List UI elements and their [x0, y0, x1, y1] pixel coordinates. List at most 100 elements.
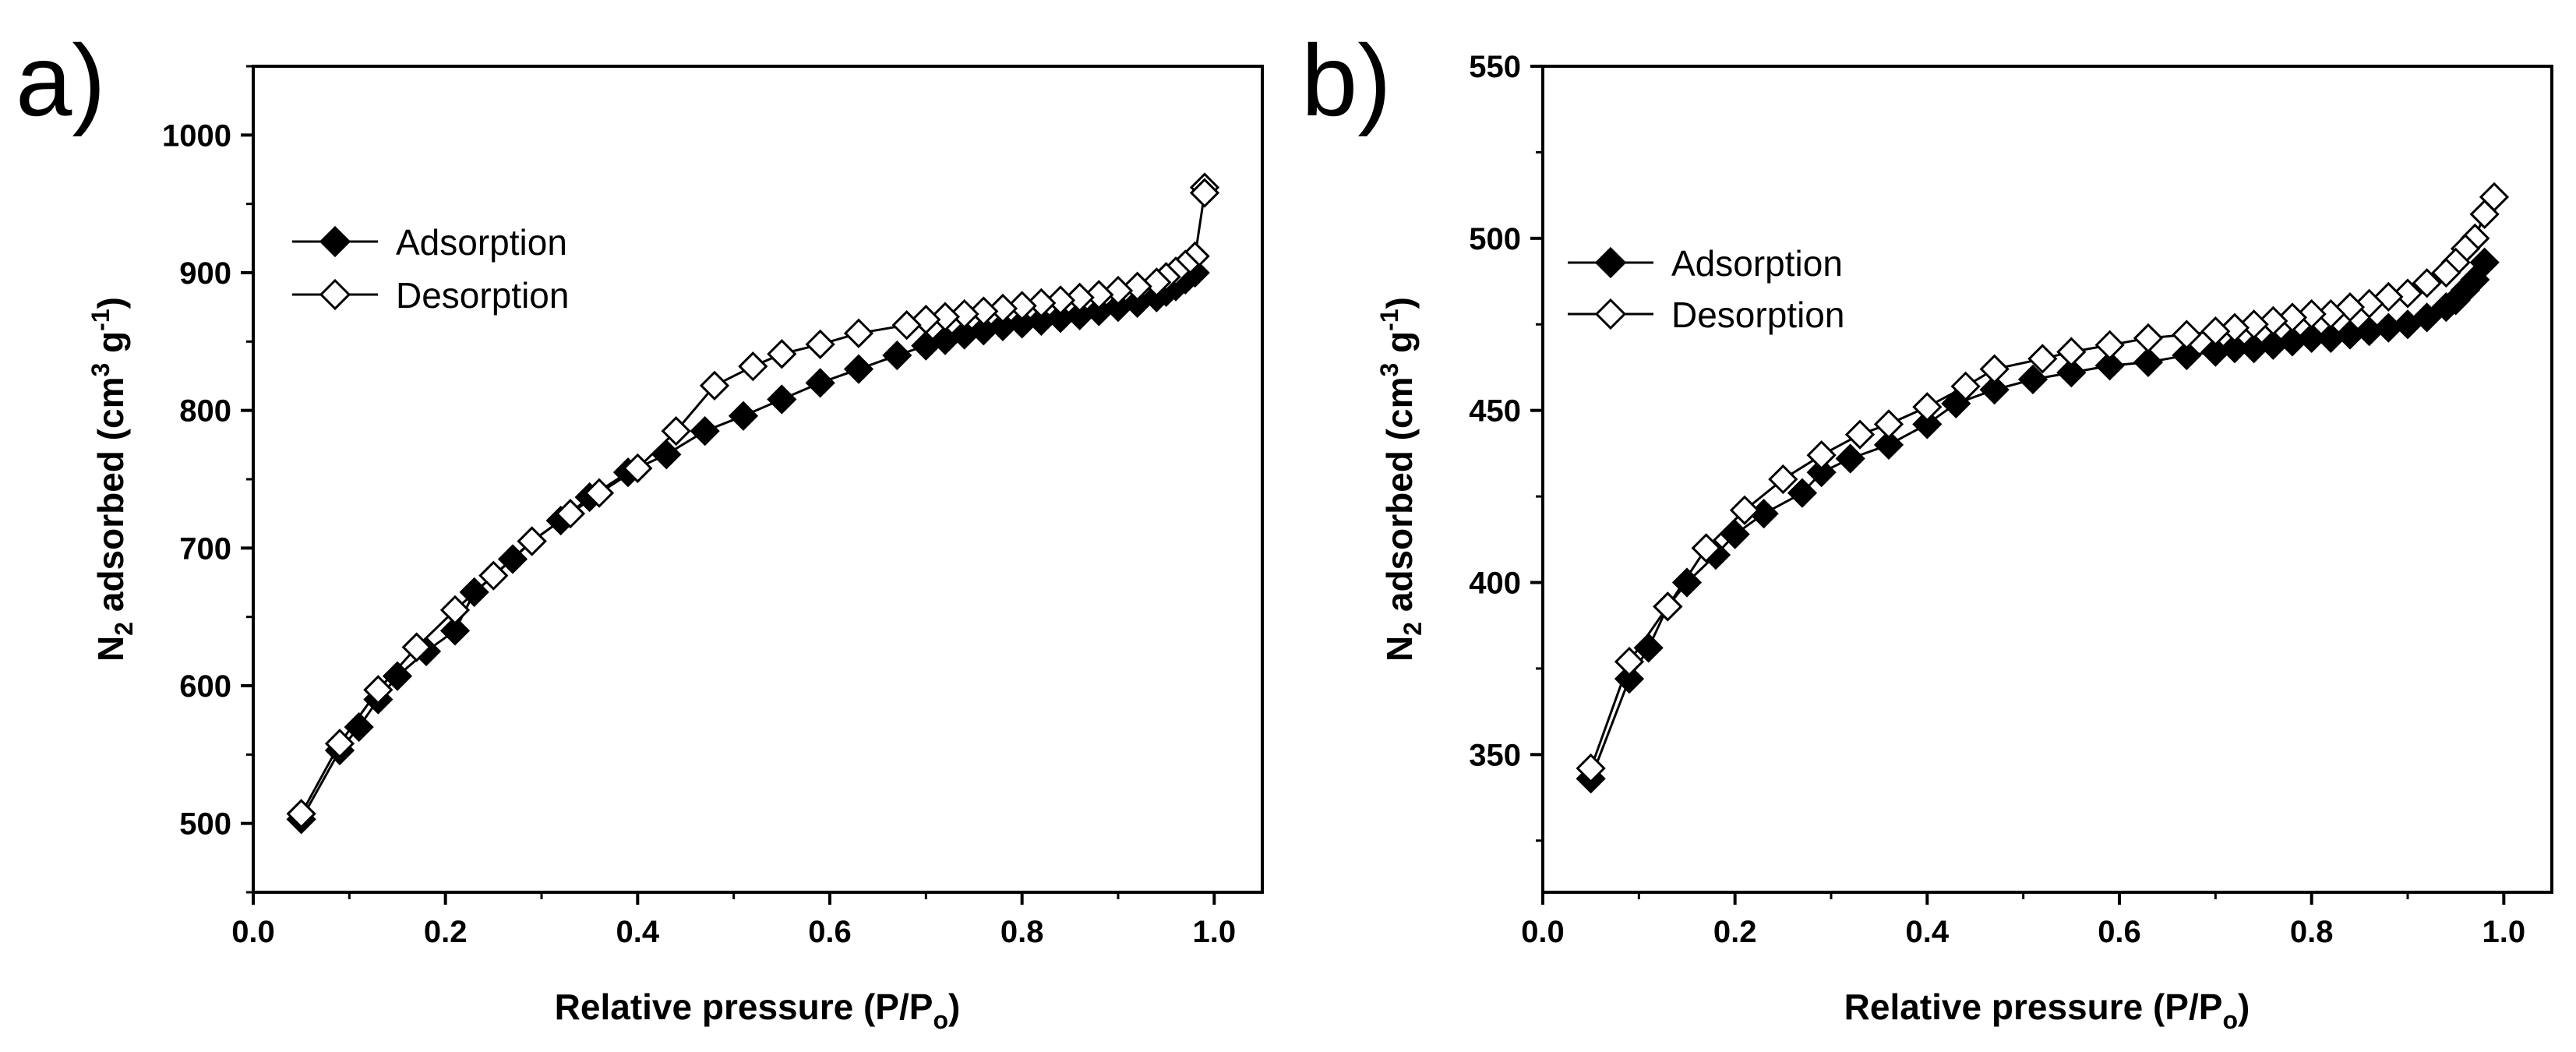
point-adsorption-a-16	[767, 384, 797, 415]
y-tick-label-a-1: 600	[179, 669, 231, 704]
x-tick-label-b-3: 0.6	[2098, 915, 2141, 949]
x-axis-title-b: Relative pressure (P/Po)	[1844, 987, 2250, 1034]
y-tick-label-a-4: 900	[179, 256, 231, 291]
point-adsorption-b-10	[1835, 443, 1865, 474]
point-adsorption-a-18	[843, 354, 874, 384]
y-axis-title-sub-b: 2	[1399, 622, 1427, 636]
x-tick-label-a-4: 0.8	[1000, 915, 1044, 949]
x-axis-title-end-a: )	[948, 987, 960, 1027]
point-desorption-a-25	[661, 416, 691, 447]
panel-b: b) 0.0 0.2 0.4 0.6 0.8 1.0 350 400 450 500 550 Re…	[1301, 23, 2553, 1034]
point-desorption-a-6	[1142, 267, 1172, 298]
y-tick-label-b-1: 400	[1469, 567, 1521, 601]
legend-label-adsorption-b: Adsorption	[1671, 243, 1843, 284]
point-adsorption-a-19	[882, 340, 912, 371]
point-desorption-b-5	[2431, 257, 2461, 288]
point-adsorption-a-8	[497, 544, 528, 574]
point-desorption-b-32	[1653, 591, 1683, 622]
point-adsorption-a-13	[651, 440, 682, 470]
point-desorption-b-19	[2133, 323, 2164, 354]
legend-marker-adsorption-b	[1594, 246, 1627, 279]
point-desorption-b-21	[2056, 337, 2087, 367]
point-desorption-a-21	[805, 329, 835, 359]
y-axis-title-end-a: )	[90, 297, 131, 309]
legend-b: Adsorption Desorption	[1568, 243, 1844, 335]
panel-label-b: b)	[1301, 23, 1392, 137]
point-adsorption-a-2	[344, 711, 374, 743]
point-desorption-a-13	[1007, 291, 1037, 321]
point-desorption-a-34	[324, 729, 355, 759]
point-adsorption-b-8	[1787, 478, 1818, 508]
point-desorption-a-20	[843, 318, 874, 348]
point-adsorption-a-7	[459, 577, 489, 607]
point-desorption-a-30	[478, 560, 509, 591]
point-desorption-b-34	[1576, 753, 1606, 784]
point-desorption-b-23	[1979, 354, 2010, 384]
point-desorption-a-19	[891, 310, 922, 341]
y-tick-label-b-3: 500	[1469, 222, 1521, 256]
point-adsorption-b-15	[2017, 364, 2048, 395]
x-axis-title-end-b: )	[2238, 987, 2250, 1027]
panel-a: a) 0.0 0.2 0.4 0.6 0.8 1.0 500 600 700 800 900 100…	[16, 23, 1264, 1034]
point-adsorption-b-1	[1614, 664, 1645, 694]
y-tick-label-b-2: 450	[1469, 394, 1521, 429]
point-desorption-b-18	[2172, 319, 2202, 350]
y-axis-title-pre-a: N	[90, 636, 131, 662]
point-desorption-b-6	[2412, 268, 2442, 298]
point-adsorption-b-19	[2172, 340, 2202, 371]
plot-frame-b	[1541, 65, 2553, 894]
point-desorption-a-31	[439, 595, 471, 625]
point-desorption-a-29	[517, 526, 547, 556]
point-desorption-b-17	[2200, 316, 2231, 347]
y-axis-title-end-b: )	[1379, 297, 1420, 309]
x-tick-label-a-2: 0.4	[616, 915, 660, 949]
panel-label-a: a)	[16, 23, 106, 137]
point-desorption-a-22	[767, 339, 797, 369]
y-tick-label-a-2: 700	[179, 531, 231, 566]
point-adsorption-a-4	[382, 661, 413, 691]
y-axis-title-mid2-a: g	[90, 331, 131, 363]
plot-frame-a	[252, 65, 1264, 894]
point-desorption-b-12	[2296, 298, 2327, 330]
y-tick-label-b-0: 350	[1469, 738, 1521, 772]
x-tick-label-b-4: 0.8	[2290, 915, 2334, 949]
point-desorption-a-8	[1103, 275, 1134, 306]
point-desorption-a-1	[1189, 178, 1220, 208]
y-axis-title-a: N2 adsorbed (cm3 g-1)	[86, 297, 138, 662]
point-desorption-b-33	[1614, 646, 1645, 677]
point-adsorption-a-14	[690, 416, 720, 447]
point-desorption-b-28	[1806, 440, 1837, 471]
point-desorption-a-32	[401, 632, 432, 662]
y-axis-title-sup2-b: -1	[1375, 309, 1403, 330]
point-adsorption-b-17	[2094, 351, 2125, 381]
x-axis-title-main-b: Relative pressure (P/P	[1844, 987, 2223, 1027]
y-axis-title-b: N2 adsorbed (cm3 g-1)	[1375, 297, 1427, 662]
point-adsorption-a-6	[439, 616, 471, 646]
point-adsorption-b-9	[1806, 457, 1837, 488]
point-desorption-b-14	[2258, 305, 2288, 336]
point-adsorption-b-11	[1873, 429, 1904, 460]
y-axis-title-sup2-a: -1	[86, 309, 115, 330]
y-axis-title-sub-a: 2	[110, 622, 138, 636]
x-tick-label-a-5: 1.0	[1193, 915, 1237, 949]
point-desorption-a-9	[1084, 280, 1114, 310]
point-desorption-b-22	[2027, 344, 2058, 374]
x-tick-label-b-5: 1.0	[2482, 915, 2526, 949]
point-desorption-a-26	[623, 453, 653, 483]
legend-a: Adsorption Desorption	[292, 222, 569, 316]
y-axis-title-sup1-a: 3	[86, 363, 115, 377]
legend-label-desorption-b: Desorption	[1671, 295, 1844, 335]
point-desorption-a-35	[286, 799, 316, 829]
point-desorption-a-28	[555, 499, 586, 529]
x-tick-label-b-2: 0.4	[1906, 915, 1950, 949]
point-desorption-b-25	[1912, 392, 1943, 422]
x-axis-title-main-a: Relative pressure (P/P	[555, 987, 933, 1027]
point-adsorption-b-12	[1912, 409, 1943, 440]
point-desorption-a-27	[584, 478, 615, 508]
y-tick-label-a-0: 500	[179, 807, 231, 842]
y-tick-label-a-5: 1000	[162, 118, 231, 153]
point-desorption-a-17	[930, 302, 961, 332]
point-desorption-b-20	[2094, 330, 2125, 360]
point-adsorption-b-18	[2133, 347, 2164, 377]
point-adsorption-b-14	[1979, 375, 2010, 405]
